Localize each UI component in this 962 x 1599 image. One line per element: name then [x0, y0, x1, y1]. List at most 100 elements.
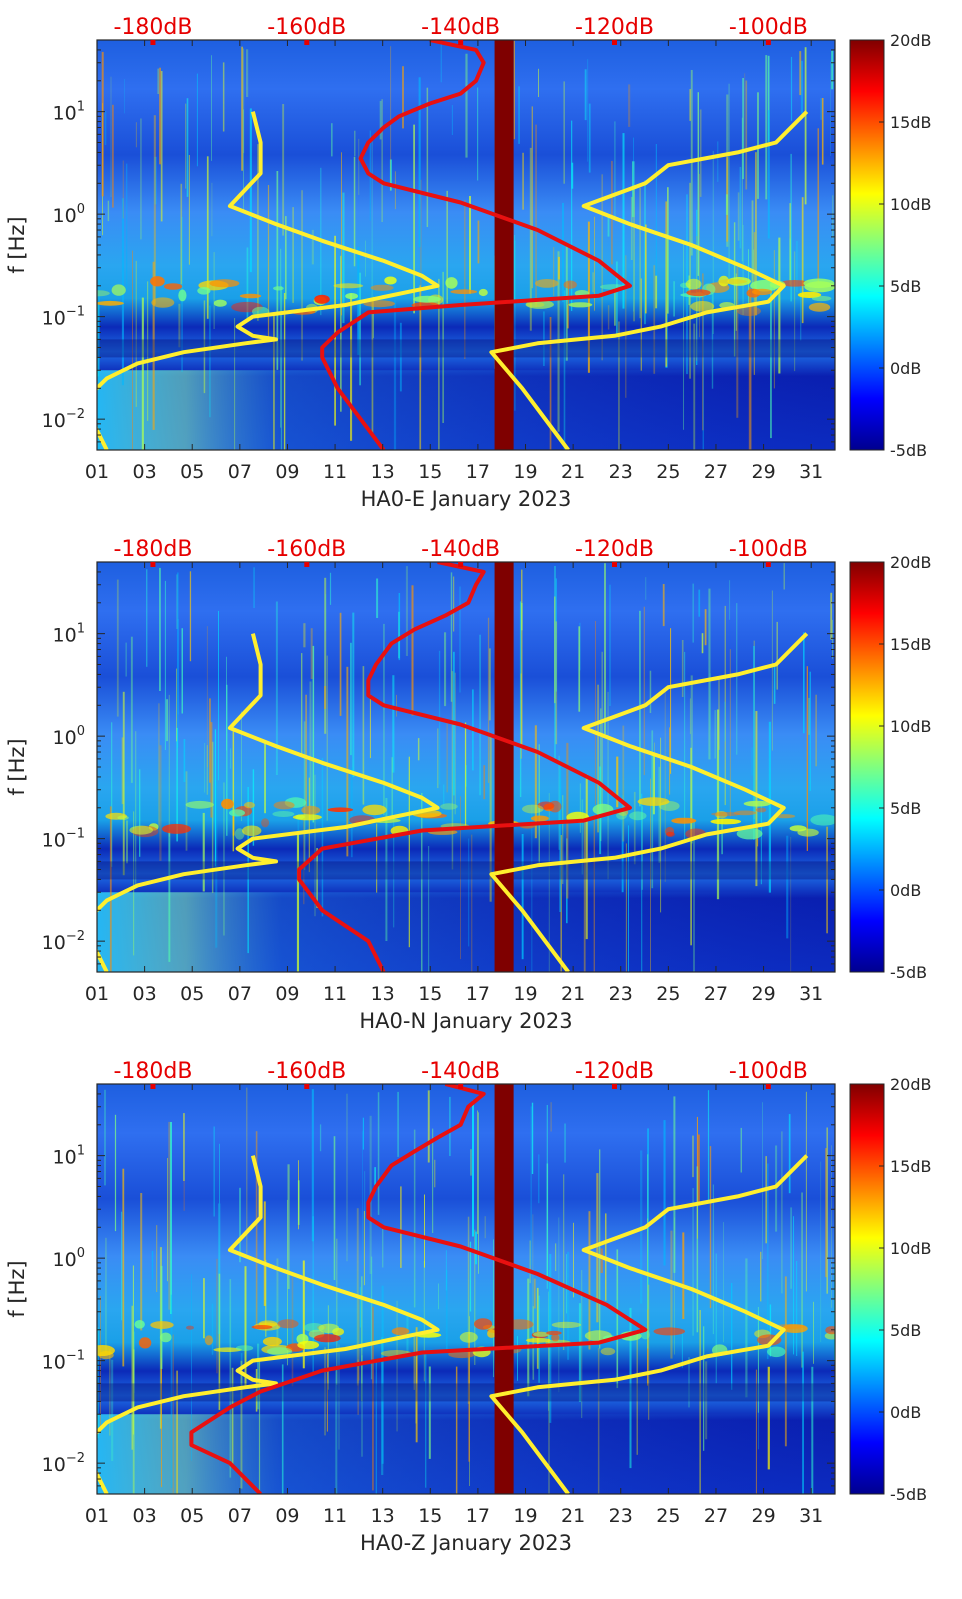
texture-streak — [467, 1216, 470, 1404]
texture-streak — [371, 136, 373, 307]
texture-streak — [455, 1366, 458, 1494]
texture-streak — [104, 1089, 106, 1186]
y-tick-label-exponent: −2 — [66, 407, 85, 422]
panels: 01 03 05 07 09 11 13 15 17 19 21 23 25 27 29 3110−210−1… — [5, 15, 932, 1555]
texture-streak — [209, 305, 211, 418]
texture-streak — [156, 1225, 158, 1292]
top-axis-label: -160dB — [267, 15, 346, 40]
texture-streak — [425, 1354, 427, 1488]
texture-streak — [658, 766, 661, 863]
texture-streak — [206, 745, 208, 795]
texture-streak — [203, 300, 206, 394]
y-tick-label-exponent: −1 — [66, 1349, 85, 1364]
colorbar-label: 5dB — [890, 277, 921, 296]
texture-streak — [533, 1278, 536, 1309]
texture-streak — [592, 272, 594, 293]
top-axis-label: -160dB — [267, 1059, 346, 1084]
texture-streak — [489, 648, 491, 721]
texture-streak — [702, 314, 704, 450]
texture-streak — [152, 261, 155, 430]
texture-streak — [729, 649, 731, 817]
texture-spot — [111, 284, 126, 296]
texture-streak — [168, 831, 171, 962]
texture-spot — [548, 800, 562, 813]
texture-streak — [359, 272, 361, 386]
y-tick-label-base: 10 — [42, 932, 66, 954]
texture-streak — [530, 1106, 532, 1266]
texture-spot — [138, 1337, 152, 1349]
texture-streak — [831, 50, 834, 90]
texture-streak — [379, 100, 382, 140]
plot-area — [97, 40, 835, 450]
y-axis-label: f [Hz] — [5, 216, 29, 273]
texture-streak — [135, 122, 137, 148]
texture-streak — [826, 1127, 828, 1294]
texture-streak — [226, 684, 228, 836]
texture-streak — [830, 592, 833, 640]
texture-streak — [465, 53, 468, 158]
texture-streak — [450, 572, 453, 702]
data-gap-band — [494, 40, 514, 450]
texture-streak — [372, 1306, 374, 1491]
y-tick-label-base: 10 — [53, 1249, 77, 1271]
texture-streak — [633, 791, 636, 865]
y-tick-label-base: 10 — [42, 308, 66, 330]
texture-streak — [241, 46, 243, 171]
yellow-curve-right — [489, 110, 809, 450]
y-tick-label: 101 — [53, 100, 85, 125]
texture-streak — [354, 130, 356, 157]
texture-streak — [159, 567, 161, 691]
texture-streak — [751, 200, 754, 284]
texture-streak — [550, 1102, 552, 1132]
texture-streak — [373, 296, 374, 338]
texture-spot — [239, 293, 262, 299]
texture-streak — [760, 802, 762, 885]
x-tick-label: 25 — [656, 461, 680, 483]
texture-streak — [188, 155, 190, 265]
top-axis-marker — [150, 40, 156, 45]
texture-streak — [243, 48, 245, 154]
texture-streak — [563, 1174, 565, 1350]
texture-streak — [363, 1211, 365, 1286]
texture-spot — [616, 811, 627, 820]
y-tick-label-base: 10 — [42, 1352, 66, 1374]
texture-streak — [596, 1173, 599, 1323]
texture-streak — [451, 671, 454, 870]
texture-streak — [519, 601, 522, 797]
texture-streak — [419, 285, 422, 450]
texture-spot — [736, 828, 763, 840]
x-tick-label: 29 — [751, 983, 775, 1005]
texture-streak — [310, 628, 313, 679]
texture-spot — [273, 801, 295, 810]
texture-streak — [211, 182, 213, 237]
texture-spot — [629, 811, 647, 821]
yellow-curve-left — [97, 1155, 440, 1494]
texture-streak — [660, 737, 662, 913]
texture-streak — [821, 98, 824, 165]
texture-streak — [805, 1091, 807, 1292]
texture-spot — [221, 798, 234, 810]
colorbar-label: 5dB — [890, 799, 921, 818]
top-axis-label: -120dB — [575, 1059, 654, 1084]
texture-spot — [685, 278, 702, 290]
texture-streak — [427, 1090, 430, 1163]
texture-streak — [291, 1274, 294, 1387]
texture-streak — [454, 672, 456, 815]
red-curve — [320, 40, 632, 450]
y-tick-label: 101 — [53, 622, 85, 647]
texture-streak — [693, 820, 695, 972]
x-axis-label: HA0-Z January 2023 — [360, 1531, 572, 1555]
texture-streak — [766, 1163, 769, 1360]
texture-streak — [696, 236, 698, 361]
texture-streak — [303, 623, 306, 648]
texture-streak — [211, 1303, 214, 1355]
texture-spot — [808, 302, 831, 312]
texture-streak — [122, 1168, 125, 1367]
top-axis-label: -100dB — [729, 537, 808, 562]
texture-streak — [611, 160, 613, 265]
texture-spot — [162, 823, 191, 834]
texture-streak — [121, 737, 124, 805]
low-frequency-band — [97, 370, 835, 450]
texture-streak — [717, 141, 719, 182]
texture-streak — [762, 1102, 763, 1259]
